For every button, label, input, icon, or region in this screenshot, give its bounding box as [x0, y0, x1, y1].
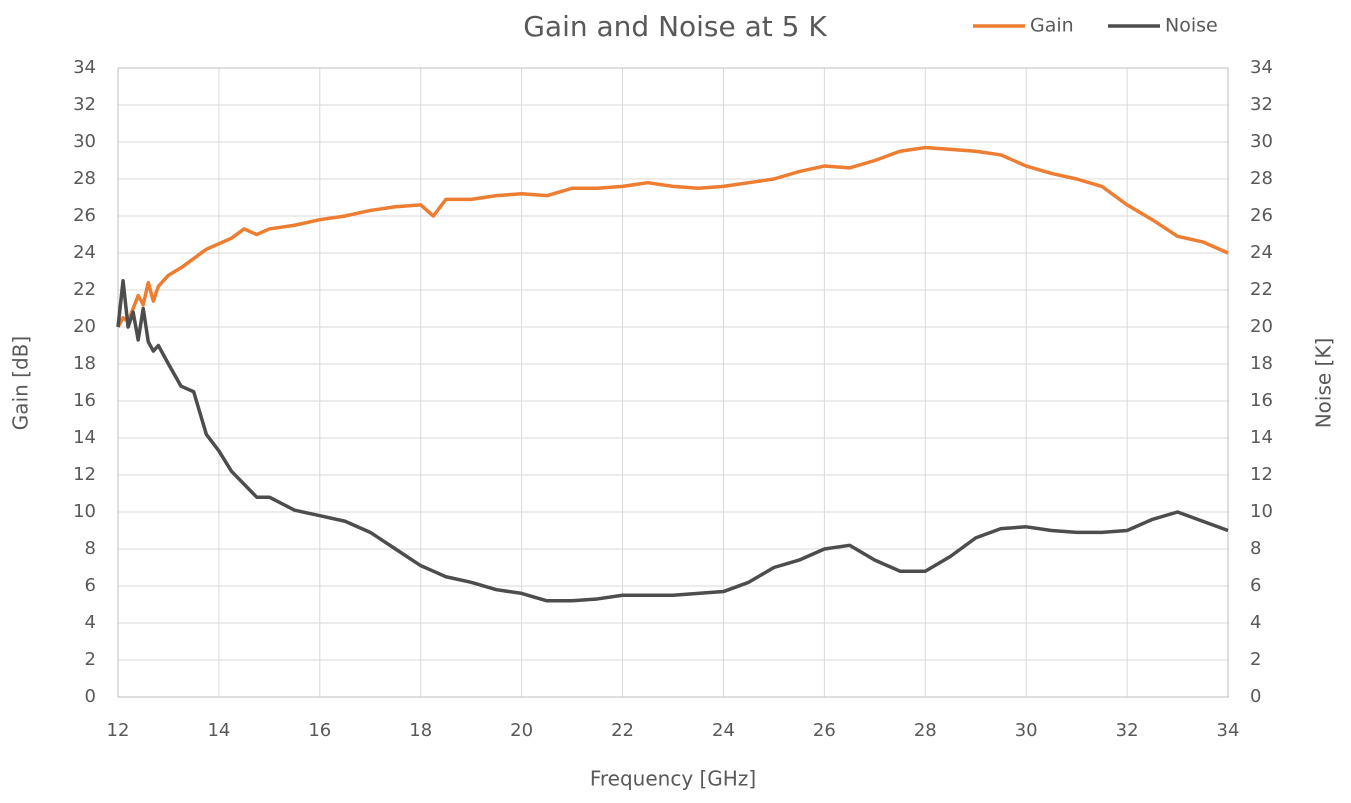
y-tick-label: 6	[85, 575, 96, 596]
x-tick-label: 28	[914, 720, 937, 741]
y-tick-label: 28	[73, 168, 96, 189]
y-tick-label: 0	[85, 686, 96, 707]
y-tick-label: 12	[73, 464, 96, 485]
y2-tick-label: 22	[1250, 279, 1273, 300]
plot-frame	[117, 67, 1229, 698]
y2-tick-label: 0	[1250, 686, 1261, 707]
x-tick-label: 18	[409, 720, 432, 741]
x-tick-label: 24	[712, 720, 735, 741]
y2-tick-label: 18	[1250, 353, 1273, 374]
y2-tick-label: 6	[1250, 575, 1261, 596]
x-tick-label: 22	[611, 720, 634, 741]
y-tick-label: 32	[73, 94, 96, 115]
y-tick-label: 30	[73, 131, 96, 152]
y2-axis-label: Noise [K]	[1312, 338, 1336, 429]
y-tick-label: 8	[85, 538, 96, 559]
x-tick-label: 20	[510, 720, 533, 741]
y-tick-label: 4	[85, 612, 96, 633]
x-tick-label: 16	[308, 720, 331, 741]
x-tick-label: 26	[813, 720, 836, 741]
y2-tick-label: 20	[1250, 316, 1273, 337]
y-tick-label: 22	[73, 279, 96, 300]
y-tick-label: 14	[73, 427, 96, 448]
series-line	[116, 279, 1229, 603]
x-tick-label: 30	[1015, 720, 1038, 741]
y-tick-label: 34	[73, 57, 96, 78]
y2-tick-label: 12	[1250, 464, 1273, 485]
y-tick-label: 26	[73, 205, 96, 226]
y2-tick-label: 2	[1250, 649, 1261, 670]
legend-label: Gain	[1030, 15, 1074, 37]
y2-tick-label: 28	[1250, 168, 1273, 189]
y2-tick-label: 34	[1250, 57, 1273, 78]
x-axis-label: Frequency [GHz]	[590, 767, 756, 791]
y-tick-label: 20	[73, 316, 96, 337]
x-tick-label: 14	[207, 720, 230, 741]
y2-tick-label: 8	[1250, 538, 1261, 559]
y-tick-label: 18	[73, 353, 96, 374]
y-tick-label: 24	[73, 242, 96, 263]
y2-tick-label: 32	[1250, 94, 1273, 115]
y2-tick-label: 10	[1250, 501, 1273, 522]
y2-tick-label: 14	[1250, 427, 1273, 448]
y-axis-label: Gain [dB]	[9, 336, 33, 430]
y-tick-label: 10	[73, 501, 96, 522]
y2-tick-label: 30	[1250, 131, 1273, 152]
x-tick-label: 32	[1116, 720, 1139, 741]
y-tick-label: 2	[85, 649, 96, 670]
y-tick-label: 16	[73, 390, 96, 411]
series-line	[116, 145, 1229, 328]
chart-title: Gain and Noise at 5 K	[523, 10, 827, 43]
y2-tick-label: 16	[1250, 390, 1273, 411]
x-tick-label: 12	[107, 720, 130, 741]
legend-label: Noise	[1165, 15, 1218, 37]
y2-tick-label: 24	[1250, 242, 1273, 263]
y2-tick-label: 4	[1250, 612, 1261, 633]
x-tick-label: 34	[1217, 720, 1240, 741]
y2-tick-label: 26	[1250, 205, 1273, 226]
